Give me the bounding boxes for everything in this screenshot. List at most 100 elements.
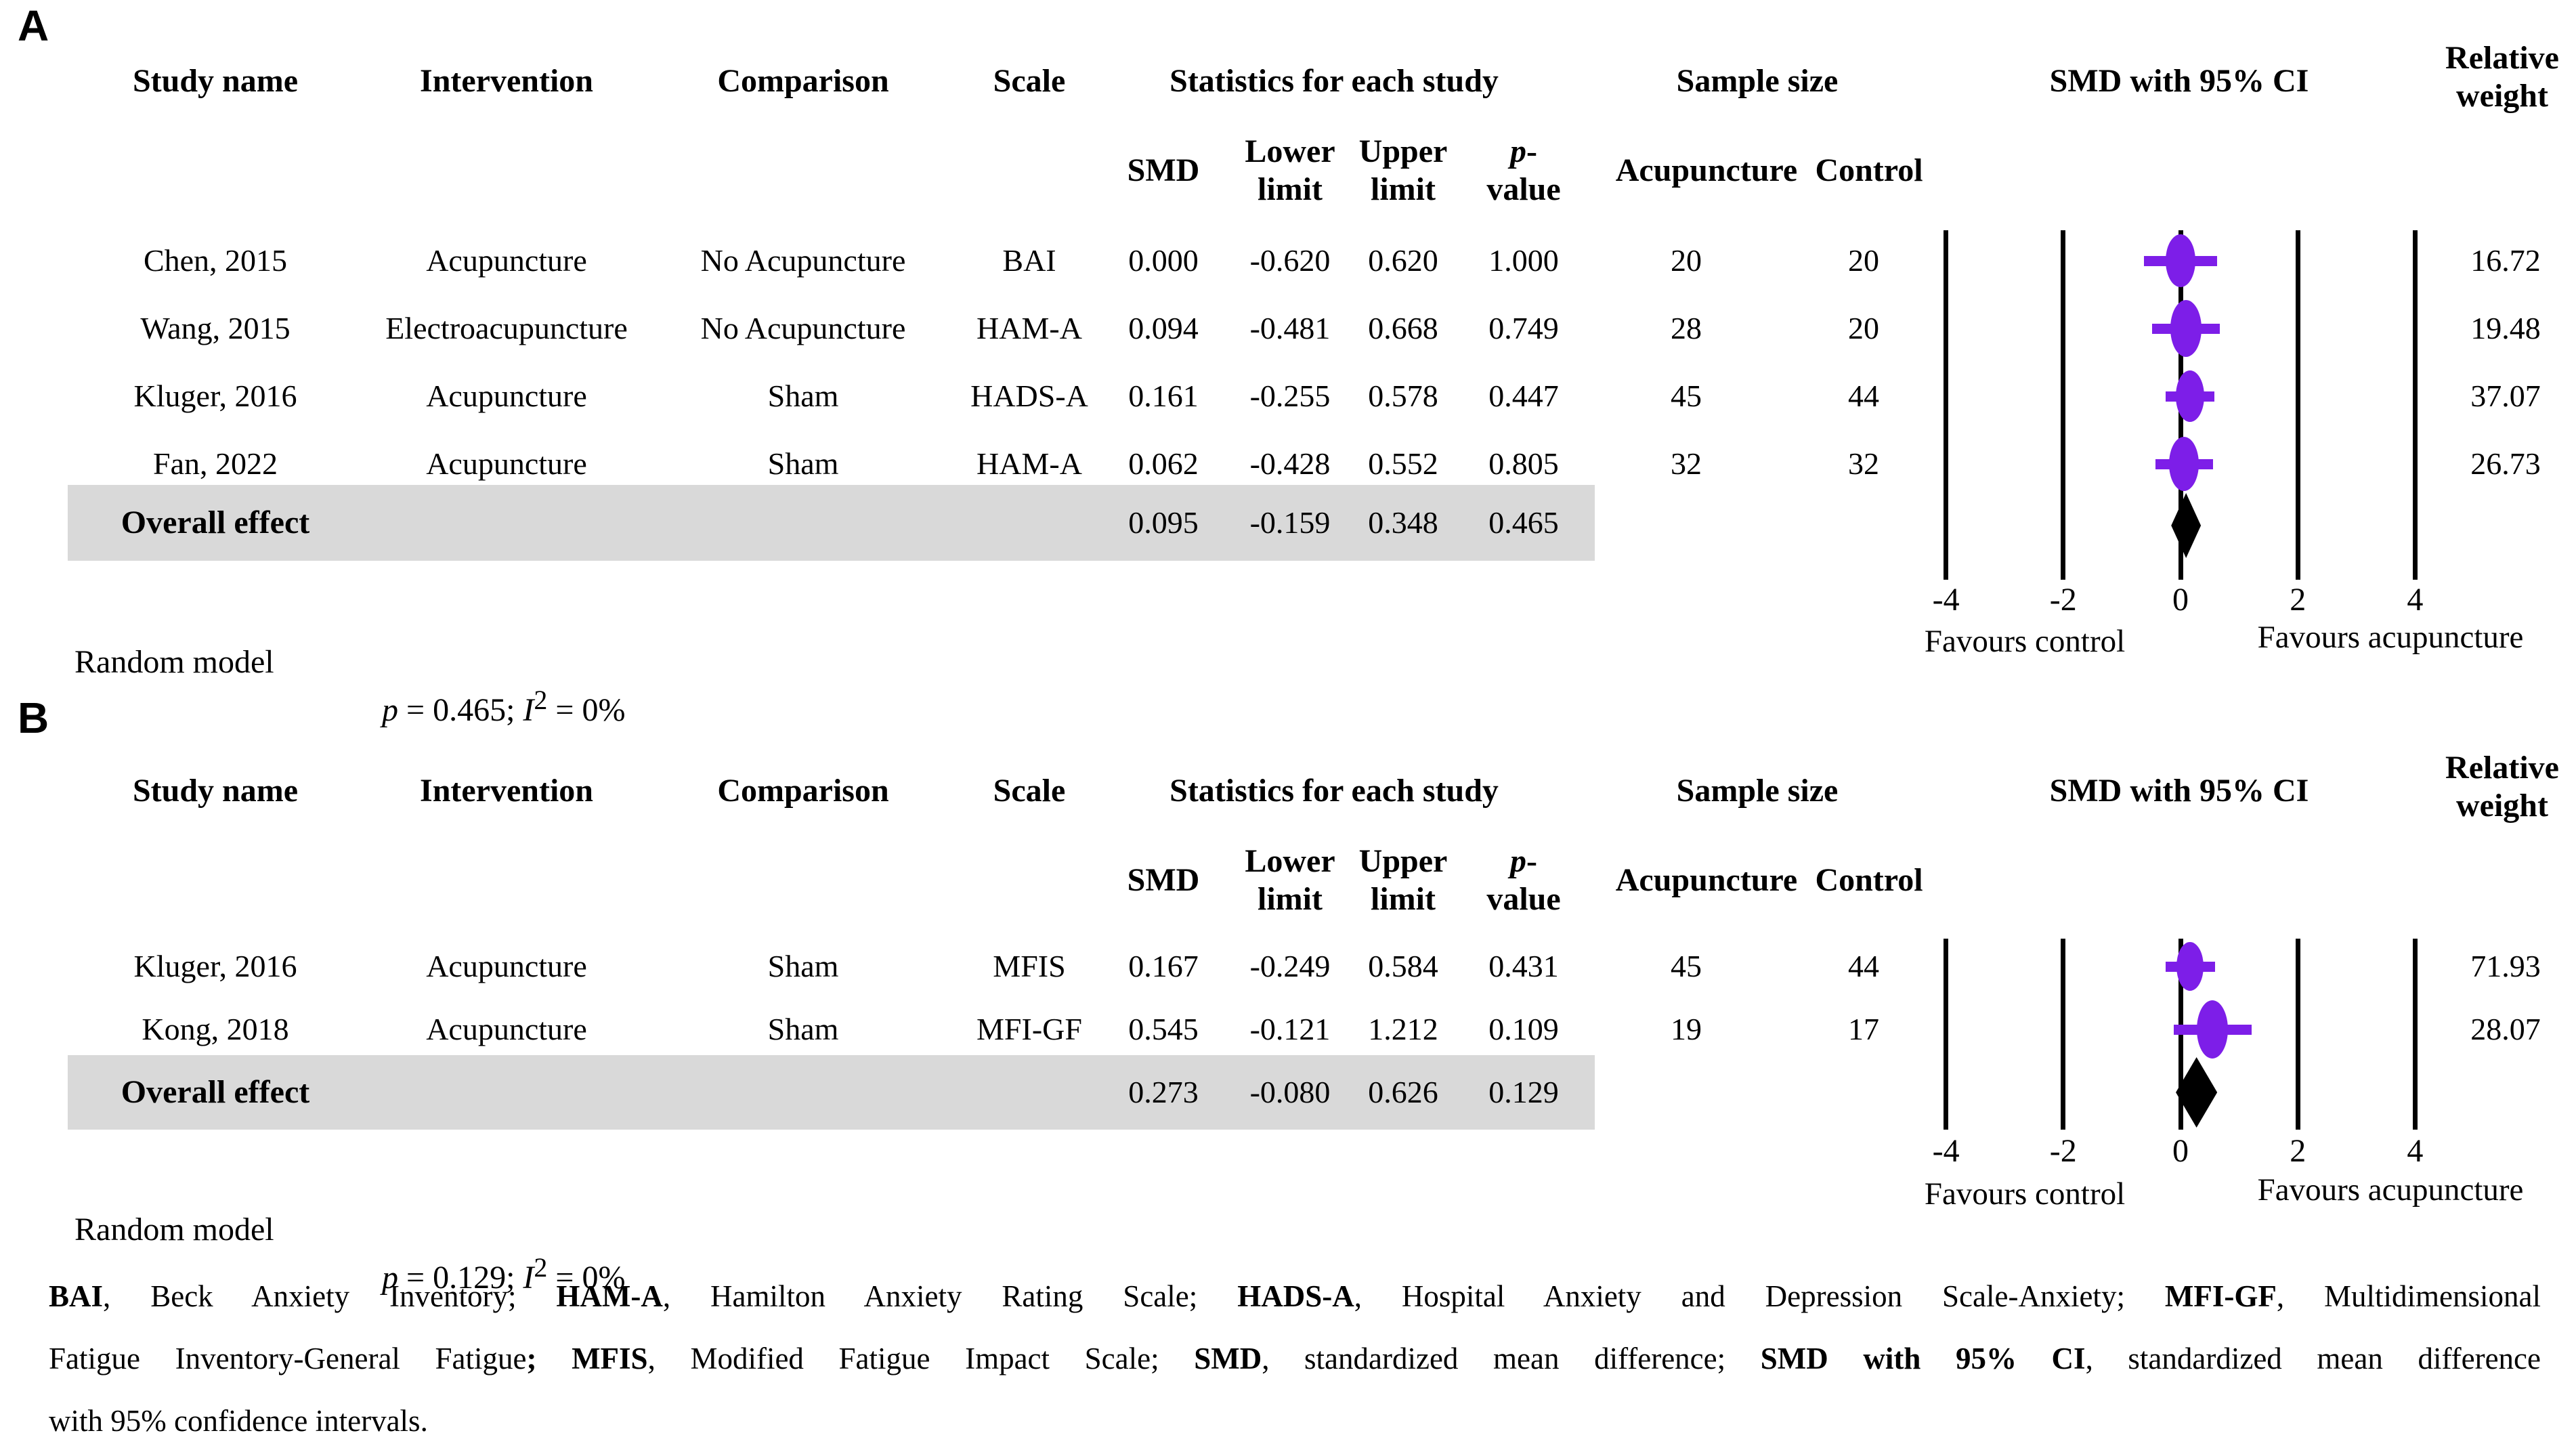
col-header-p-value: p- value — [1486, 133, 1560, 209]
col-header-study-name: Study name — [132, 773, 299, 809]
cell-weight: 37.07 — [2470, 379, 2541, 413]
axis-tick-label: 2 — [2290, 582, 2306, 618]
smd-ellipse — [2176, 942, 2204, 991]
cell-smd: 0.167 — [1128, 949, 1199, 983]
col-group-statistics: Statistics for each study — [1169, 773, 1499, 809]
cell-n-control: 20 — [1848, 311, 1879, 345]
panel-b-label: B — [18, 693, 49, 742]
col-header-scale: Scale — [993, 773, 1066, 809]
overall-effect-label: Overall effect — [121, 505, 310, 540]
cell-n-control: 20 — [1848, 243, 1879, 278]
overall-p-value: 0.129 — [1488, 1075, 1559, 1109]
cell-p-value: 1.000 — [1488, 243, 1559, 278]
overall-effect-row-band-b — [68, 1055, 1595, 1130]
gridline-minus2 — [2061, 939, 2066, 1130]
relative-weight-line1: Relative — [2445, 40, 2559, 76]
favours-acupuncture-label: Favours acupuncture — [2257, 620, 2524, 655]
cell-weight: 16.72 — [2470, 243, 2541, 278]
cell-lower: -0.249 — [1249, 949, 1331, 983]
cell-n-acupuncture: 28 — [1671, 311, 1702, 345]
smd-ellipse — [2170, 300, 2202, 357]
axis-tick-label: 0 — [2172, 1133, 2189, 1169]
lower-limit-line2: limit — [1258, 171, 1323, 207]
cell-lower: -0.121 — [1249, 1012, 1331, 1046]
random-model-label: Random model — [74, 644, 274, 680]
i-squared-sup: 2 — [534, 1252, 548, 1283]
overall-upper: 0.348 — [1368, 505, 1438, 540]
col-group-sample-size: Sample size — [1676, 63, 1839, 99]
footnote-line-1: BAI, Beck Anxiety Inventory; HAM-A, Hami… — [49, 1279, 2541, 1313]
cell-study: Wang, 2015 — [140, 311, 291, 345]
col-header-control-n: Control — [1815, 152, 1923, 188]
overall-lower: -0.080 — [1249, 1075, 1331, 1109]
col-header-intervention: Intervention — [420, 63, 593, 99]
heterogeneity-stats: p = 0.465; I2 = 0% — [366, 643, 625, 729]
cell-lower: -0.255 — [1249, 379, 1331, 413]
panel-a-label: A — [18, 1, 49, 50]
col-header-scale: Scale — [993, 63, 1066, 99]
lower-limit-line1: Lower — [1245, 133, 1335, 169]
cell-p-value: 0.431 — [1488, 949, 1559, 983]
lower-limit-line2: limit — [1258, 881, 1323, 917]
cell-smd: 0.062 — [1128, 446, 1199, 481]
cell-intervention: Acupuncture — [426, 1012, 587, 1046]
cell-n-acupuncture: 20 — [1671, 243, 1702, 278]
cell-weight: 28.07 — [2470, 1012, 2541, 1046]
col-header-control-n: Control — [1815, 862, 1923, 898]
upper-limit-line1: Upper — [1358, 133, 1448, 169]
cell-comparison: Sham — [767, 1012, 839, 1046]
gridline-plus4 — [2412, 939, 2418, 1130]
axis-tick-label: 4 — [2407, 1133, 2424, 1169]
cell-upper: 0.584 — [1368, 949, 1438, 983]
axis-tick-label: -4 — [1932, 1133, 1960, 1169]
cell-study: Kong, 2018 — [142, 1012, 289, 1046]
col-header-smd-ci-plot: SMD with 95% CI — [2049, 63, 2309, 99]
p-value-line2: value — [1486, 171, 1561, 207]
col-group-sample-size: Sample size — [1676, 773, 1839, 809]
favours-acupuncture-label: Favours acupuncture — [2257, 1172, 2524, 1208]
cell-smd: 0.094 — [1128, 311, 1199, 345]
random-model-label: Random model — [74, 1212, 274, 1247]
overall-lower: -0.159 — [1249, 505, 1331, 540]
cell-n-acupuncture: 32 — [1671, 446, 1702, 481]
col-header-relative-weight: Relative weight — [2445, 39, 2559, 115]
smd-ellipse — [2197, 1000, 2229, 1059]
cell-n-acupuncture: 45 — [1671, 949, 1702, 983]
gridline-plus2 — [2295, 230, 2300, 580]
col-header-lower-limit: Lower limit — [1245, 133, 1335, 209]
overall-diamond-a — [2171, 493, 2202, 558]
col-header-upper-limit: Upper limit — [1359, 842, 1448, 918]
cell-upper: 0.620 — [1368, 243, 1438, 278]
col-header-smd-ci-plot: SMD with 95% CI — [2049, 773, 2309, 809]
p-value-text: = 0.129; — [398, 1260, 523, 1296]
col-header-smd: SMD — [1127, 862, 1200, 898]
cell-p-value: 0.109 — [1488, 1012, 1559, 1046]
cell-p-value: 0.749 — [1488, 311, 1559, 345]
lower-limit-line1: Lower — [1245, 843, 1335, 879]
cell-smd: 0.000 — [1128, 243, 1199, 278]
cell-upper: 0.668 — [1368, 311, 1438, 345]
cell-intervention: Acupuncture — [426, 446, 587, 481]
relative-weight-line1: Relative — [2445, 750, 2559, 786]
cell-scale: BAI — [1002, 243, 1056, 278]
cell-lower: -0.620 — [1249, 243, 1331, 278]
cell-scale: MFIS — [993, 949, 1066, 983]
col-group-statistics: Statistics for each study — [1169, 63, 1499, 99]
i-squared-symbol: I — [523, 1260, 534, 1296]
upper-limit-line2: limit — [1371, 881, 1436, 917]
axis-tick-label: 4 — [2407, 582, 2424, 618]
cell-weight: 19.48 — [2470, 311, 2541, 345]
axis-tick-label: 0 — [2172, 582, 2189, 618]
overall-effect-row-band-a — [68, 485, 1595, 561]
cell-weight: 26.73 — [2470, 446, 2541, 481]
axis-tick-label: -4 — [1932, 582, 1960, 618]
col-header-intervention: Intervention — [420, 773, 593, 809]
smd-ellipse — [2169, 437, 2199, 491]
cell-lower: -0.481 — [1249, 311, 1331, 345]
axis-tick-label: 2 — [2290, 1133, 2306, 1169]
axis-tick-label: -2 — [2049, 1133, 2077, 1169]
overall-p-value: 0.465 — [1488, 505, 1559, 540]
cell-intervention: Acupuncture — [426, 379, 587, 413]
cell-p-value: 0.447 — [1488, 379, 1559, 413]
col-header-p-value: p- value — [1486, 842, 1560, 918]
